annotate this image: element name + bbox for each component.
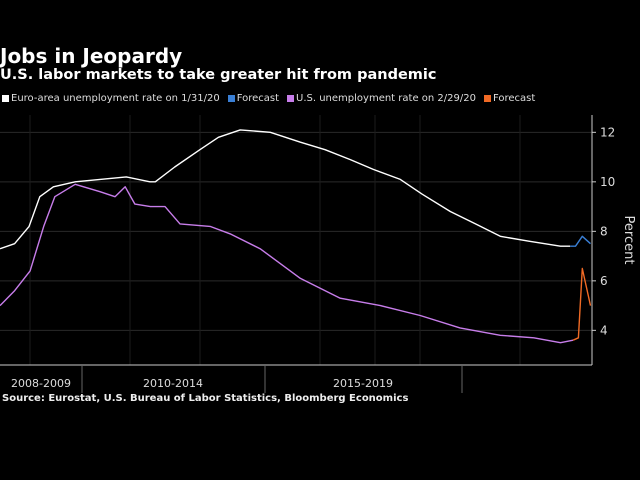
- legend-label: Forecast: [236, 93, 280, 104]
- chart-subtitle: U.S. labor markets to take greater hit f…: [0, 67, 437, 83]
- y-tick-label: 12: [600, 125, 615, 139]
- x-tick-label: 2015-2019: [333, 377, 393, 390]
- legend-swatch: [227, 95, 235, 102]
- source-note: Source: Eurostat, U.S. Bureau of Labor S…: [2, 393, 409, 404]
- chart-title: Jobs in Jeopardy: [0, 44, 183, 68]
- legend-item-us: U.S. unemployment rate on 2/29/20: [287, 93, 476, 104]
- legend-label: Forecast: [492, 93, 536, 104]
- y-tick-label: 4: [600, 323, 608, 337]
- legend-label: Euro-area unemployment rate on 1/31/20: [11, 93, 220, 104]
- legend: Euro-area unemployment rate on 1/31/20 F…: [2, 93, 535, 104]
- legend-swatch: [287, 95, 295, 102]
- legend-label: U.S. unemployment rate on 2/29/20: [296, 93, 476, 104]
- legend-item-euro: Euro-area unemployment rate on 1/31/20: [2, 93, 220, 104]
- us-forecast-line: [572, 267, 592, 341]
- legend-item-euro-forecast: Forecast: [227, 93, 280, 104]
- legend-swatch: [2, 95, 9, 102]
- y-tick-label: 6: [600, 274, 608, 288]
- euro-unemployment-line: [0, 129, 571, 250]
- x-tick-label: 2008-2009: [11, 377, 71, 390]
- euro-forecast-line: [570, 235, 591, 247]
- legend-swatch: [483, 95, 491, 102]
- y-axis-label: Percent: [621, 216, 636, 265]
- us-unemployment-line: [0, 183, 574, 344]
- y-tick-label: 8: [600, 224, 608, 238]
- x-tick-label: 2010-2014: [143, 377, 203, 390]
- y-tick-label: 10: [600, 175, 615, 189]
- legend-item-us-forecast: Forecast: [483, 93, 536, 104]
